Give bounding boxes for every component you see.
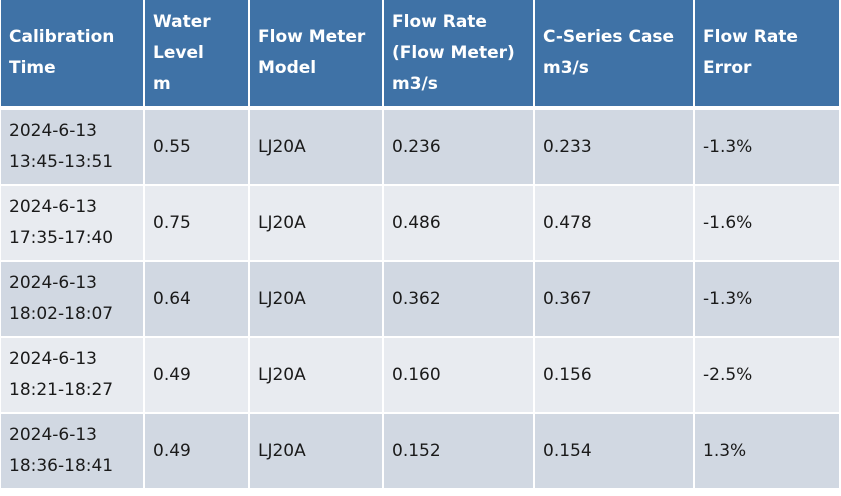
table-row: 2024-6-13 18:02-18:07 0.64 LJ20A 0.362 0… <box>1 262 839 338</box>
cell-calibration-time: 2024-6-13 18:02-18:07 <box>1 262 145 338</box>
header-line: Water <box>153 11 211 32</box>
cell-flow-rate-meter: 0.236 <box>384 110 535 186</box>
cell-calibration-time: 2024-6-13 18:21-18:27 <box>1 338 145 414</box>
cell-flow-meter-model: LJ20A <box>250 186 384 262</box>
cell-c-series-case: 0.156 <box>535 338 695 414</box>
header-line: Flow Meter <box>258 27 366 47</box>
cell-flow-rate-error: 1.3% <box>695 414 839 490</box>
header-line: m3/s <box>392 73 438 94</box>
cell-flow-rate-error: -1.3% <box>695 262 839 338</box>
cell-water-level: 0.64 <box>145 262 250 338</box>
cell-time: 18:02-18:07 <box>9 304 114 324</box>
cell-date: 2024-6-13 <box>9 197 97 217</box>
cell-calibration-time: 2024-6-13 13:45-13:51 <box>1 110 145 186</box>
cell-flow-rate-meter: 0.152 <box>384 414 535 490</box>
header-row: Calibration Time Water Level m Flow Mete… <box>1 0 839 110</box>
table-row: 2024-6-13 18:36-18:41 0.49 LJ20A 0.152 0… <box>1 414 839 490</box>
cell-time: 17:35-17:40 <box>9 228 114 248</box>
cell-date: 2024-6-13 <box>9 273 97 293</box>
cell-c-series-case: 0.233 <box>535 110 695 186</box>
cell-time: 13:45-13:51 <box>9 152 114 172</box>
table-row: 2024-6-13 13:45-13:51 0.55 LJ20A 0.236 0… <box>1 110 839 186</box>
header-flow-rate-meter: Flow Rate (Flow Meter) m3/s <box>384 0 535 110</box>
cell-flow-rate-error: -1.6% <box>695 186 839 262</box>
cell-date: 2024-6-13 <box>9 425 97 445</box>
cell-flow-rate-meter: 0.160 <box>384 338 535 414</box>
cell-flow-rate-error: -2.5% <box>695 338 839 414</box>
cell-water-level: 0.49 <box>145 414 250 490</box>
header-line: m3/s <box>543 58 589 78</box>
cell-water-level: 0.55 <box>145 110 250 186</box>
header-line: C-Series Case <box>543 27 675 47</box>
cell-c-series-case: 0.478 <box>535 186 695 262</box>
cell-water-level: 0.75 <box>145 186 250 262</box>
cell-flow-meter-model: LJ20A <box>250 110 384 186</box>
header-line: Model <box>258 58 317 78</box>
header-line: Time <box>9 58 56 78</box>
cell-flow-meter-model: LJ20A <box>250 338 384 414</box>
header-line: Flow Rate <box>392 11 487 32</box>
cell-flow-meter-model: LJ20A <box>250 414 384 490</box>
cell-time: 18:21-18:27 <box>9 380 114 400</box>
header-line: (Flow Meter) <box>392 42 515 63</box>
cell-calibration-time: 2024-6-13 18:36-18:41 <box>1 414 145 490</box>
cell-c-series-case: 0.367 <box>535 262 695 338</box>
header-flow-rate-error: Flow Rate Error <box>695 0 839 110</box>
header-c-series-case: C-Series Case m3/s <box>535 0 695 110</box>
header-line: m <box>153 73 171 94</box>
header-water-level: Water Level m <box>145 0 250 110</box>
cell-calibration-time: 2024-6-13 17:35-17:40 <box>1 186 145 262</box>
header-line: Level <box>153 42 204 63</box>
cell-flow-rate-error: -1.3% <box>695 110 839 186</box>
header-flow-meter-model: Flow Meter Model <box>250 0 384 110</box>
cell-date: 2024-6-13 <box>9 349 97 369</box>
header-line: Flow Rate <box>703 27 798 47</box>
cell-date: 2024-6-13 <box>9 121 97 141</box>
table-row: 2024-6-13 17:35-17:40 0.75 LJ20A 0.486 0… <box>1 186 839 262</box>
cell-flow-rate-meter: 0.362 <box>384 262 535 338</box>
header-line: Calibration <box>9 27 115 47</box>
header-calibration-time: Calibration Time <box>1 0 145 110</box>
cell-c-series-case: 0.154 <box>535 414 695 490</box>
header-line: Error <box>703 58 752 78</box>
cell-time: 18:36-18:41 <box>9 456 114 476</box>
cell-flow-rate-meter: 0.486 <box>384 186 535 262</box>
table-row: 2024-6-13 18:21-18:27 0.49 LJ20A 0.160 0… <box>1 338 839 414</box>
cell-flow-meter-model: LJ20A <box>250 262 384 338</box>
cell-water-level: 0.49 <box>145 338 250 414</box>
